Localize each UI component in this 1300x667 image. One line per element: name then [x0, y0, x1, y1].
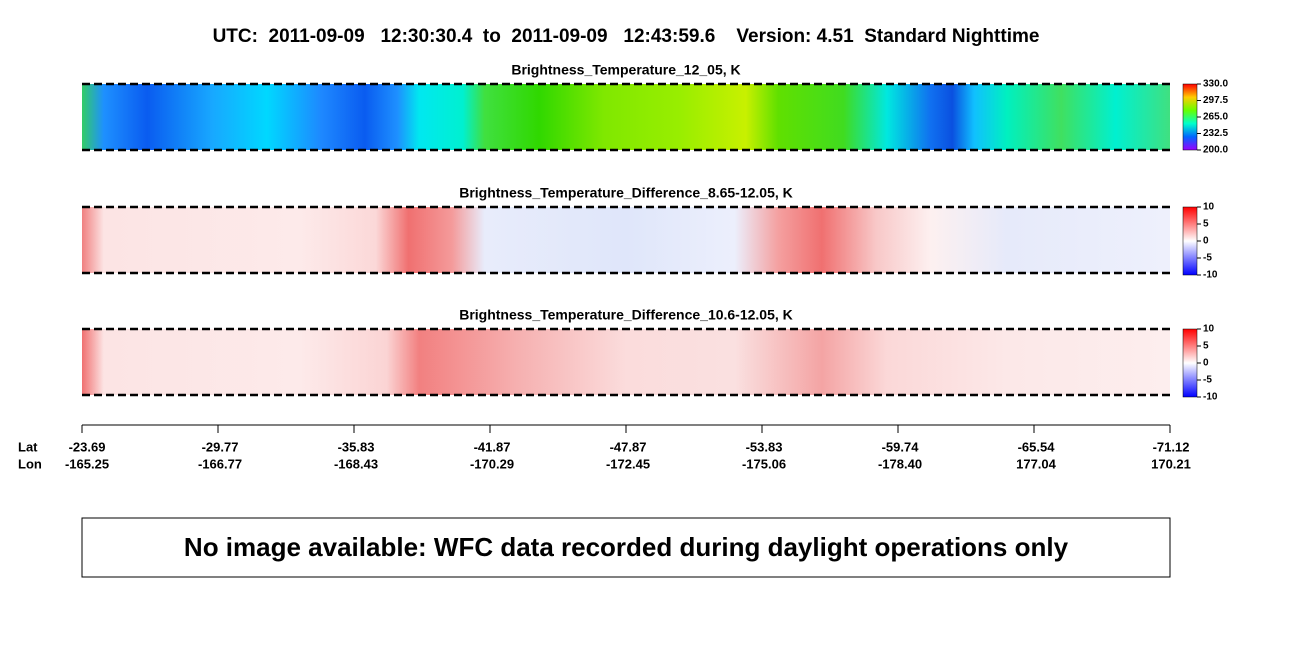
lon-tick-label: -172.45 — [606, 456, 650, 471]
colorbar-tick-label: 265.0 — [1203, 112, 1228, 123]
lon-tick-label: -178.40 — [878, 456, 922, 471]
colorbar-tick-label: 297.5 — [1203, 95, 1228, 106]
panel-image — [82, 207, 1170, 273]
lon-tick-label: -165.25 — [65, 456, 109, 471]
lat-tick-label: -29.77 — [202, 439, 239, 454]
lat-tick-label: -47.87 — [610, 439, 647, 454]
lon-label: Lon — [18, 456, 42, 471]
lat-tick-label: -65.54 — [1018, 439, 1056, 454]
colorbar-tick-label: -5 — [1203, 375, 1212, 386]
lon-tick-label: -168.43 — [334, 456, 378, 471]
lon-tick-label: 177.04 — [1016, 456, 1057, 471]
panel-title: Brightness_Temperature_Difference_10.6-1… — [459, 307, 793, 323]
colorbar-tick-label: 10 — [1203, 324, 1215, 335]
lon-tick-label: -175.06 — [742, 456, 786, 471]
lat-tick-label: -53.83 — [746, 439, 783, 454]
colorbar-tick-label: 0 — [1203, 236, 1209, 247]
lat-tick-label: -35.83 — [338, 439, 375, 454]
colorbar — [1182, 83, 1198, 151]
colorbar-tick-label: 10 — [1203, 202, 1215, 213]
lon-tick-label: 170.21 — [1151, 456, 1191, 471]
panel-title: Brightness_Temperature_12_05, K — [511, 62, 740, 78]
page-title: UTC: 2011-09-09 12:30:30.4 to 2011-09-09… — [213, 26, 1040, 47]
colorbar — [1182, 328, 1198, 398]
message-box — [81, 517, 1171, 578]
panel-image — [82, 84, 1170, 150]
message: No image available: WFC data recorded du… — [184, 532, 1069, 562]
lon-tick-label: -166.77 — [198, 456, 242, 471]
lat-tick-label: -41.87 — [474, 439, 511, 454]
panel-image — [82, 329, 1170, 395]
colorbar-tick-label: -10 — [1203, 392, 1218, 403]
colorbar-tick-label: 232.5 — [1203, 128, 1228, 139]
lat-tick-label: -23.69 — [69, 439, 106, 454]
colorbar-tick-label: 200.0 — [1203, 145, 1228, 156]
lat-label: Lat — [18, 439, 38, 454]
colorbar-tick-label: -10 — [1203, 270, 1218, 281]
lon-tick-label: -170.29 — [470, 456, 514, 471]
colorbar — [1182, 206, 1198, 276]
lat-tick-label: -71.12 — [1153, 439, 1190, 454]
colorbar-tick-label: 330.0 — [1203, 79, 1228, 90]
lat-tick-label: -59.74 — [882, 439, 920, 454]
panel-title: Brightness_Temperature_Difference_8.65-1… — [459, 185, 793, 201]
colorbar-tick-label: 5 — [1203, 341, 1209, 352]
colorbar-tick-label: -5 — [1203, 253, 1212, 264]
colorbar-tick-label: 5 — [1203, 219, 1209, 230]
colorbar-tick-label: 0 — [1203, 358, 1209, 369]
